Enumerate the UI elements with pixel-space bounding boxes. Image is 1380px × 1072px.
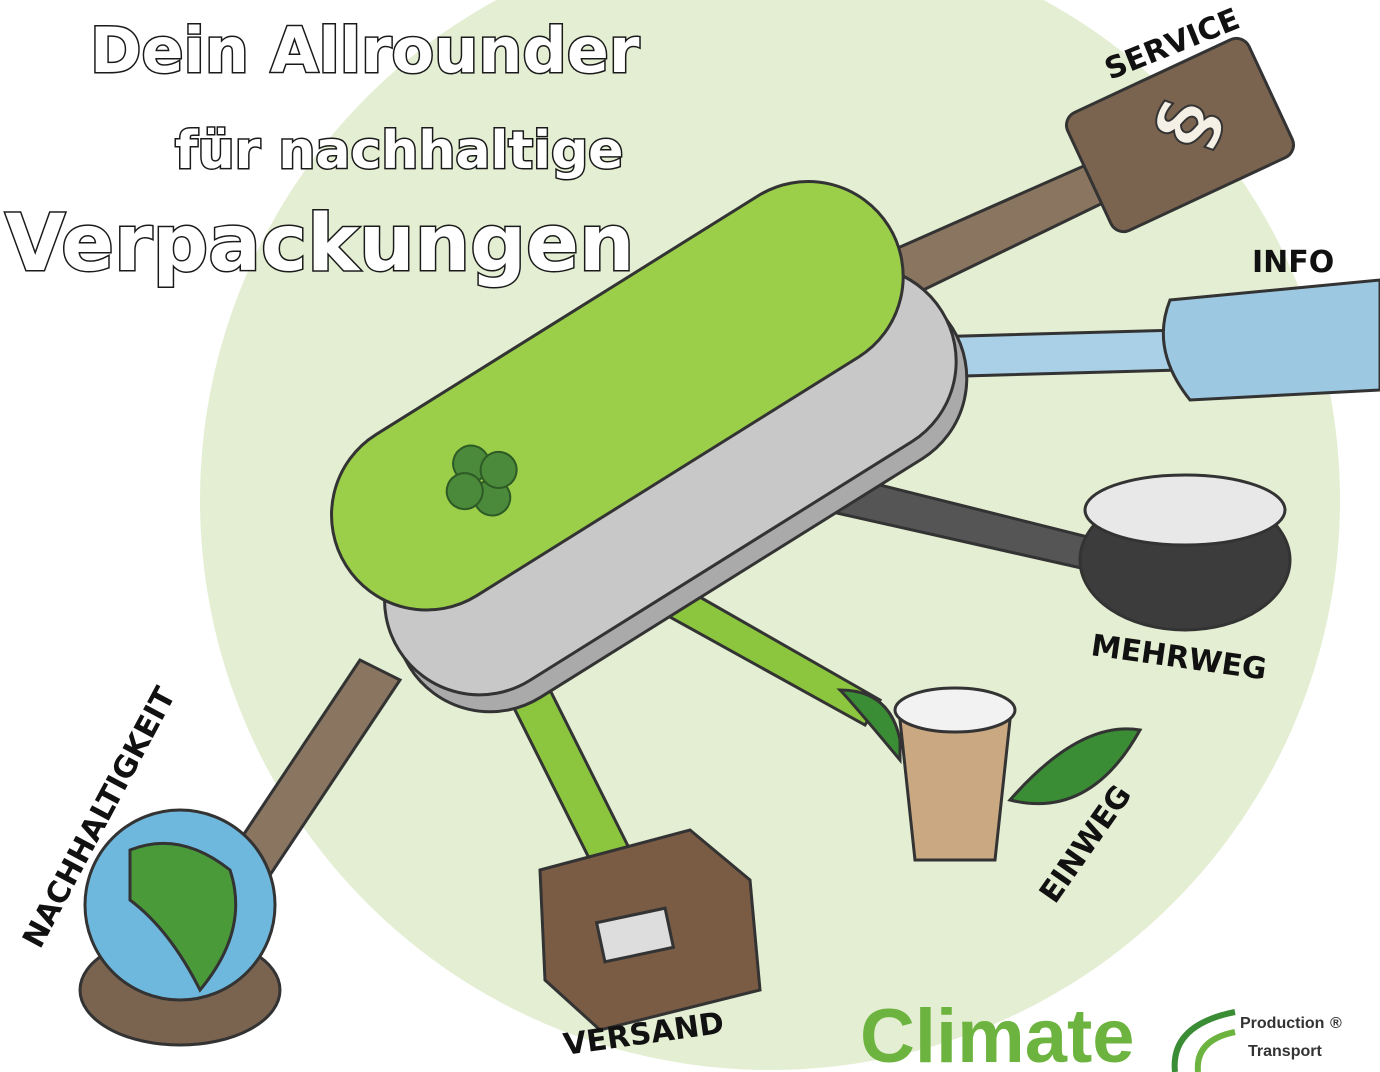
title-line: Dein Allrounder xyxy=(90,14,640,87)
einweg-cup xyxy=(900,720,1010,860)
logo-mark: ® xyxy=(1330,1015,1342,1032)
info-head xyxy=(1163,280,1380,400)
logo-line: Transport xyxy=(1248,1043,1322,1060)
logo-line: Production xyxy=(1240,1015,1324,1032)
logo-arc xyxy=(1198,1032,1235,1072)
einweg-lid xyxy=(895,688,1015,732)
title-line: für nachhaltige xyxy=(175,121,623,181)
tool-label: INFO xyxy=(1252,245,1334,280)
title-line: Verpackungen xyxy=(5,199,634,289)
logo-arc xyxy=(1175,1012,1235,1072)
logo-brand: Climate xyxy=(860,994,1135,1072)
mehrweg-lid xyxy=(1085,475,1285,545)
illustration: § Dein Allrounder für nachhaltige Verpac… xyxy=(0,0,1380,1072)
